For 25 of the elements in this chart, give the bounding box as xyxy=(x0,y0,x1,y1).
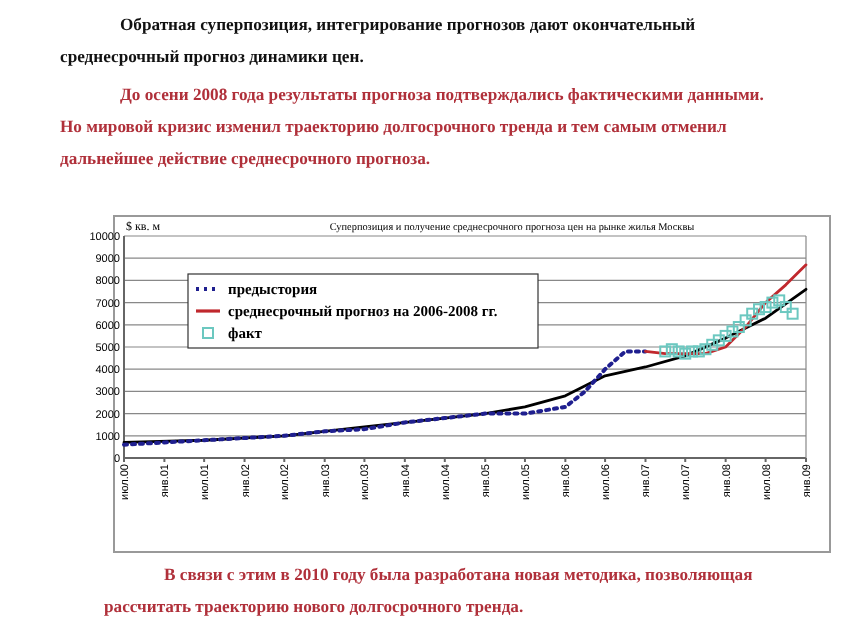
point xyxy=(732,321,745,334)
point xyxy=(679,347,692,360)
point xyxy=(672,345,685,358)
text: Обратная суперпозиция, интегрирование прогнозов дают окончательный среднесрочный прогноз динамики цен. xyxy=(60,14,696,66)
point xyxy=(706,338,719,351)
point xyxy=(766,296,779,309)
point xyxy=(759,301,772,314)
point xyxy=(746,307,759,320)
point xyxy=(665,343,678,356)
point xyxy=(699,343,712,356)
text: До осени 2008 года результаты прогноза подтверждались фактическими данными. Но мировой кризис изменил траекторию долгосрочного тренда и тем самым отменил дальнейшее действие среднесрочного прогноза. xyxy=(60,84,764,168)
point xyxy=(712,334,725,347)
point xyxy=(686,345,699,358)
point xyxy=(779,301,792,314)
point xyxy=(692,345,705,358)
point xyxy=(786,307,799,320)
point xyxy=(753,303,766,316)
point xyxy=(659,345,672,358)
text: В связи с этим в 2010 году была разработана новая методика, позволяющая рассчитать траекторию нового долгосрочного тренда. xyxy=(104,564,754,616)
point xyxy=(739,314,752,327)
line-series xyxy=(122,349,648,447)
point xyxy=(726,325,739,338)
point xyxy=(773,294,786,307)
point xyxy=(719,329,732,342)
line-series xyxy=(122,287,808,444)
